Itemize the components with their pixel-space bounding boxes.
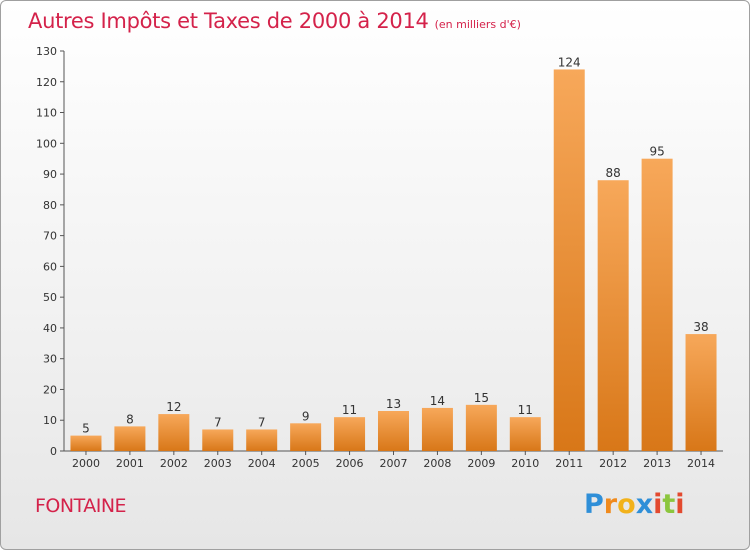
- bar: [509, 417, 541, 451]
- x-tick-label: 2001: [116, 457, 144, 470]
- y-tick-label: 20: [43, 383, 57, 396]
- y-tick-label: 120: [36, 76, 57, 89]
- x-tick-label: 2014: [687, 457, 715, 470]
- data-label: 5: [82, 422, 90, 436]
- brand-letter: r: [603, 489, 618, 520]
- data-label: 9: [302, 409, 310, 423]
- x-tick-label: 2012: [599, 457, 627, 470]
- x-tick-label: 2007: [380, 457, 408, 470]
- brand-letter: x: [635, 489, 654, 520]
- y-tick-label: 80: [43, 199, 57, 212]
- data-label: 88: [606, 166, 621, 180]
- brand-letter: i: [653, 489, 663, 520]
- data-label: 8: [126, 412, 134, 426]
- bar: [114, 426, 146, 451]
- bar: [641, 158, 673, 451]
- chart-title: Autres Impôts et Taxes de 2000 à 2014 (en…: [28, 9, 521, 33]
- data-label: 13: [386, 397, 401, 411]
- y-tick-label: 90: [43, 168, 57, 181]
- x-tick-label: 2000: [72, 457, 100, 470]
- x-tick-label: 2010: [511, 457, 539, 470]
- x-tick-label: 2002: [160, 457, 188, 470]
- bar: [597, 180, 629, 451]
- bar: [465, 404, 497, 451]
- bar: [70, 435, 102, 451]
- y-tick-label: 0: [50, 445, 57, 458]
- x-tick-label: 2006: [336, 457, 364, 470]
- data-label: 12: [166, 400, 181, 414]
- y-tick-label: 130: [36, 45, 57, 58]
- y-tick-label: 40: [43, 322, 57, 335]
- chart-axes: 0 10 20 30 40 50 60 70 80 90 100 110 120 130 2000 2001 2…: [36, 45, 723, 470]
- y-tick-label: 60: [43, 260, 57, 273]
- brand-letter: i: [675, 489, 685, 520]
- bar: [202, 429, 234, 451]
- x-tick-label: 2005: [292, 457, 320, 470]
- chart-subtitle: (en milliers d'€): [434, 18, 521, 31]
- x-tick-label: 2003: [204, 457, 232, 470]
- bar: [334, 417, 366, 451]
- data-label: 7: [214, 415, 222, 429]
- bar: [158, 414, 190, 451]
- bar: [685, 334, 717, 451]
- x-tick-label: 2004: [248, 457, 276, 470]
- data-label: 14: [430, 394, 445, 408]
- bar: [290, 423, 322, 451]
- chart-bars: [70, 69, 717, 451]
- data-label: 11: [342, 403, 357, 417]
- brand-logo: Proxiti: [584, 489, 685, 520]
- data-label: 7: [258, 415, 266, 429]
- x-tick-label: 2008: [423, 457, 451, 470]
- data-label: 38: [693, 320, 708, 334]
- data-label: 15: [474, 391, 489, 405]
- bar: [553, 69, 585, 451]
- chart-labels: 5 8 12 7 7 9 11 13 14 15 11 124 88 95 38: [82, 55, 709, 435]
- y-tick-label: 110: [36, 107, 57, 120]
- bar: [421, 407, 453, 451]
- y-tick-label: 10: [43, 414, 57, 427]
- bar: [246, 429, 278, 451]
- brand-letter: o: [617, 489, 636, 520]
- data-label: 124: [558, 55, 581, 69]
- brand-letter: t: [662, 489, 676, 520]
- data-label: 11: [518, 403, 533, 417]
- x-tick-label: 2009: [467, 457, 495, 470]
- bar: [378, 411, 409, 451]
- y-tick-label: 50: [43, 291, 57, 304]
- x-tick-label: 2011: [555, 457, 583, 470]
- location-label: FONTAINE: [35, 495, 127, 517]
- y-tick-label: 100: [36, 137, 57, 150]
- x-tick-label: 2013: [643, 457, 671, 470]
- data-label: 95: [649, 145, 664, 159]
- brand-letter: P: [584, 489, 604, 520]
- chart-title-text: Autres Impôts et Taxes de 2000 à 2014: [28, 9, 429, 33]
- y-tick-label: 30: [43, 353, 57, 366]
- y-tick-label: 70: [43, 230, 57, 243]
